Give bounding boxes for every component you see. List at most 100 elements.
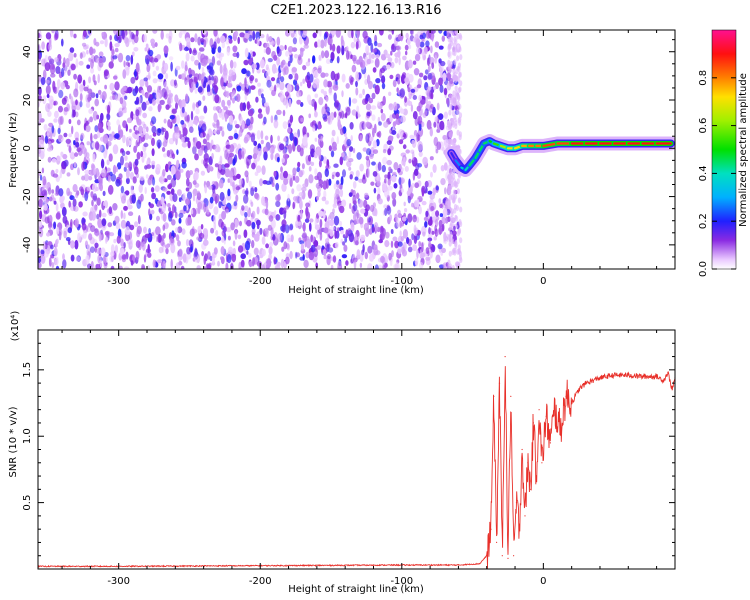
noise-speck — [46, 208, 50, 214]
noise-speck — [316, 245, 321, 250]
noise-speck — [440, 178, 446, 186]
noise-speck — [215, 230, 219, 236]
noise-speck — [201, 251, 205, 257]
noise-speck — [313, 69, 319, 79]
noise-speck — [376, 172, 381, 183]
noise-speck — [120, 238, 124, 247]
noise-speck — [205, 141, 211, 151]
noise-speck — [412, 95, 417, 100]
noise-speck — [94, 246, 98, 253]
noise-speck — [397, 51, 401, 58]
noise-speck — [141, 155, 145, 163]
noise-speck — [135, 126, 138, 131]
noise-speck — [145, 43, 149, 48]
noise-speck — [332, 84, 339, 91]
noise-speck — [69, 30, 74, 38]
noise-speck — [68, 144, 72, 154]
noise-speck — [232, 181, 236, 191]
noise-speck — [257, 113, 263, 119]
noise-speck — [220, 246, 225, 255]
noise-speck — [441, 223, 445, 232]
spectrogram-signal-track — [444, 134, 675, 177]
noise-speck — [231, 253, 237, 263]
noise-speck — [232, 90, 236, 95]
noise-speck — [251, 221, 256, 230]
noise-speck — [320, 72, 326, 78]
snr-data-point — [627, 374, 629, 376]
noise-speck — [71, 125, 74, 135]
noise-speck — [442, 72, 447, 82]
noise-speck — [435, 254, 441, 264]
noise-speck — [257, 88, 262, 97]
noise-speck — [349, 146, 354, 152]
noise-speck — [76, 119, 81, 126]
noise-speck — [390, 229, 394, 234]
noise-speck — [68, 119, 72, 124]
noise-speck — [389, 74, 394, 80]
noise-speck — [157, 200, 162, 207]
noise-speck — [398, 56, 401, 66]
noise-speck — [270, 134, 273, 144]
noise-speck — [371, 161, 376, 166]
noise-speck — [385, 231, 390, 239]
colorbar-frame — [711, 29, 737, 270]
noise-speck — [90, 191, 94, 198]
noise-speck — [342, 169, 346, 178]
noise-speck — [347, 228, 352, 235]
noise-speck — [209, 66, 214, 75]
noise-speck — [283, 177, 289, 186]
noise-speck — [447, 185, 453, 191]
colorbar-tick-label: 0.4 — [698, 165, 709, 181]
noise-speck — [265, 64, 269, 71]
noise-speck — [194, 153, 199, 161]
noise-speck — [143, 77, 148, 82]
noise-speck — [183, 205, 187, 212]
snr-series-group — [38, 356, 675, 569]
noise-speck — [99, 40, 105, 45]
noise-speck — [296, 166, 301, 173]
noise-speck — [443, 87, 448, 96]
noise-speck — [427, 65, 431, 72]
spectrogram-x-axis-title: Height of straight line (km) — [288, 285, 424, 296]
noise-speck — [332, 255, 337, 263]
noise-speck — [183, 70, 187, 76]
noise-speck — [136, 151, 141, 160]
noise-speck — [221, 114, 225, 120]
noise-speck — [79, 186, 84, 192]
noise-speck — [188, 67, 192, 75]
noise-speck — [375, 78, 381, 84]
noise-speck — [114, 133, 120, 139]
noise-speck — [350, 41, 356, 49]
noise-speck — [369, 136, 374, 142]
snr-plot-area — [38, 330, 675, 569]
noise-speck — [410, 104, 414, 112]
noise-speck — [43, 249, 49, 258]
noise-speck — [82, 30, 87, 38]
noise-speck — [178, 255, 182, 262]
noise-speck — [182, 253, 187, 263]
noise-speck — [351, 98, 358, 104]
noise-speck — [456, 248, 460, 255]
noise-speck — [185, 52, 190, 62]
noise-speck — [62, 215, 68, 224]
noise-speck — [190, 110, 194, 121]
noise-speck — [235, 124, 240, 129]
noise-speck — [282, 121, 288, 130]
noise-speck — [361, 249, 365, 256]
noise-speck — [252, 153, 257, 160]
noise-speck — [369, 153, 374, 159]
noise-speck — [47, 187, 52, 195]
noise-speck — [56, 226, 60, 235]
noise-speck — [118, 265, 123, 269]
noise-speck — [192, 145, 197, 155]
noise-speck — [135, 240, 141, 249]
noise-speck — [362, 147, 367, 152]
noise-speck — [356, 30, 360, 37]
noise-speck — [145, 174, 149, 179]
noise-speck — [46, 232, 51, 237]
noise-speck — [244, 170, 249, 178]
noise-speck — [309, 222, 312, 232]
noise-speck — [247, 109, 254, 117]
noise-speck — [448, 189, 452, 196]
